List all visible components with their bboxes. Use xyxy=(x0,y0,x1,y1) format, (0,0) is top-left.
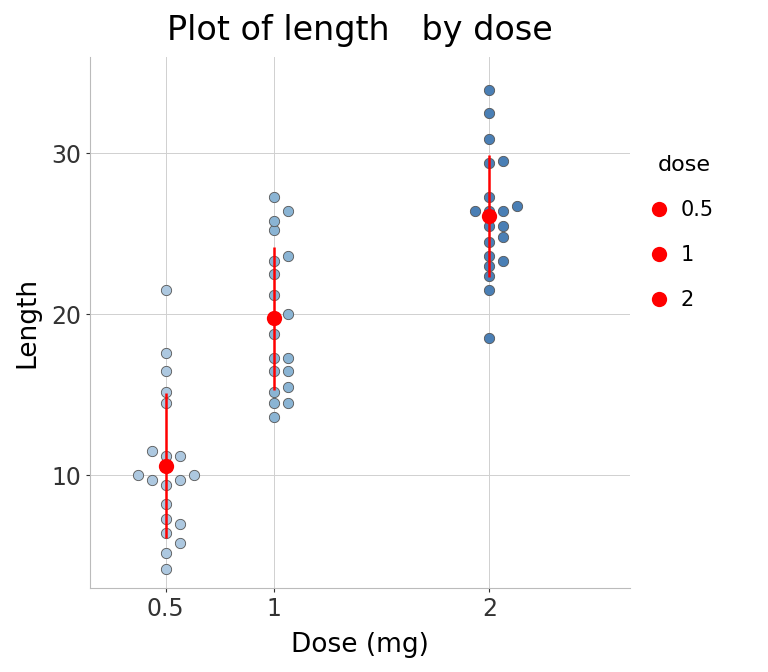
Point xyxy=(483,108,495,118)
Point xyxy=(131,470,144,480)
Point xyxy=(483,157,495,168)
Point xyxy=(160,365,172,376)
Point xyxy=(174,450,186,461)
Point xyxy=(483,261,495,271)
Y-axis label: Length: Length xyxy=(14,277,40,368)
Point xyxy=(145,474,157,485)
Point xyxy=(483,270,495,281)
Point xyxy=(267,365,280,376)
Point xyxy=(267,216,280,226)
Point xyxy=(145,446,157,456)
Point xyxy=(160,347,172,358)
Point xyxy=(483,251,495,261)
Point xyxy=(160,450,172,461)
Point xyxy=(267,290,280,300)
Point xyxy=(281,365,293,376)
Point xyxy=(267,412,280,423)
Point xyxy=(267,397,280,408)
Point xyxy=(483,85,495,95)
Point xyxy=(281,206,293,216)
Point xyxy=(267,314,280,325)
Point xyxy=(160,386,172,397)
Point xyxy=(483,237,495,247)
Point xyxy=(483,206,495,216)
Point xyxy=(469,206,482,216)
Legend: 0.5, 1, 2: 0.5, 1, 2 xyxy=(646,146,723,319)
Point xyxy=(281,251,293,261)
Point xyxy=(160,499,172,509)
Point xyxy=(160,513,172,524)
Point xyxy=(267,386,280,397)
X-axis label: Dose (mg): Dose (mg) xyxy=(291,632,429,658)
Point xyxy=(174,538,186,548)
Point xyxy=(160,480,172,491)
Point xyxy=(483,192,495,202)
Point xyxy=(187,470,200,480)
Title: Plot of length   by dose: Plot of length by dose xyxy=(167,14,553,47)
Point xyxy=(483,133,495,144)
Point xyxy=(160,528,172,538)
Point xyxy=(267,192,280,202)
Point xyxy=(498,220,510,231)
Point xyxy=(267,328,280,339)
Point xyxy=(498,232,510,243)
Point xyxy=(498,206,510,216)
Point xyxy=(483,333,495,344)
Point xyxy=(267,352,280,363)
Point xyxy=(281,397,293,408)
Point xyxy=(160,397,172,408)
Point xyxy=(160,285,172,296)
Point xyxy=(267,255,280,266)
Point xyxy=(174,518,186,529)
Point xyxy=(160,547,172,558)
Point xyxy=(281,309,293,320)
Point xyxy=(281,381,293,392)
Point xyxy=(511,201,524,212)
Point xyxy=(267,269,280,280)
Point xyxy=(174,474,186,485)
Point xyxy=(267,225,280,236)
Point xyxy=(498,255,510,266)
Point xyxy=(160,563,172,574)
Point xyxy=(281,352,293,363)
Point xyxy=(498,156,510,167)
Point xyxy=(483,220,495,231)
Point xyxy=(483,285,495,296)
